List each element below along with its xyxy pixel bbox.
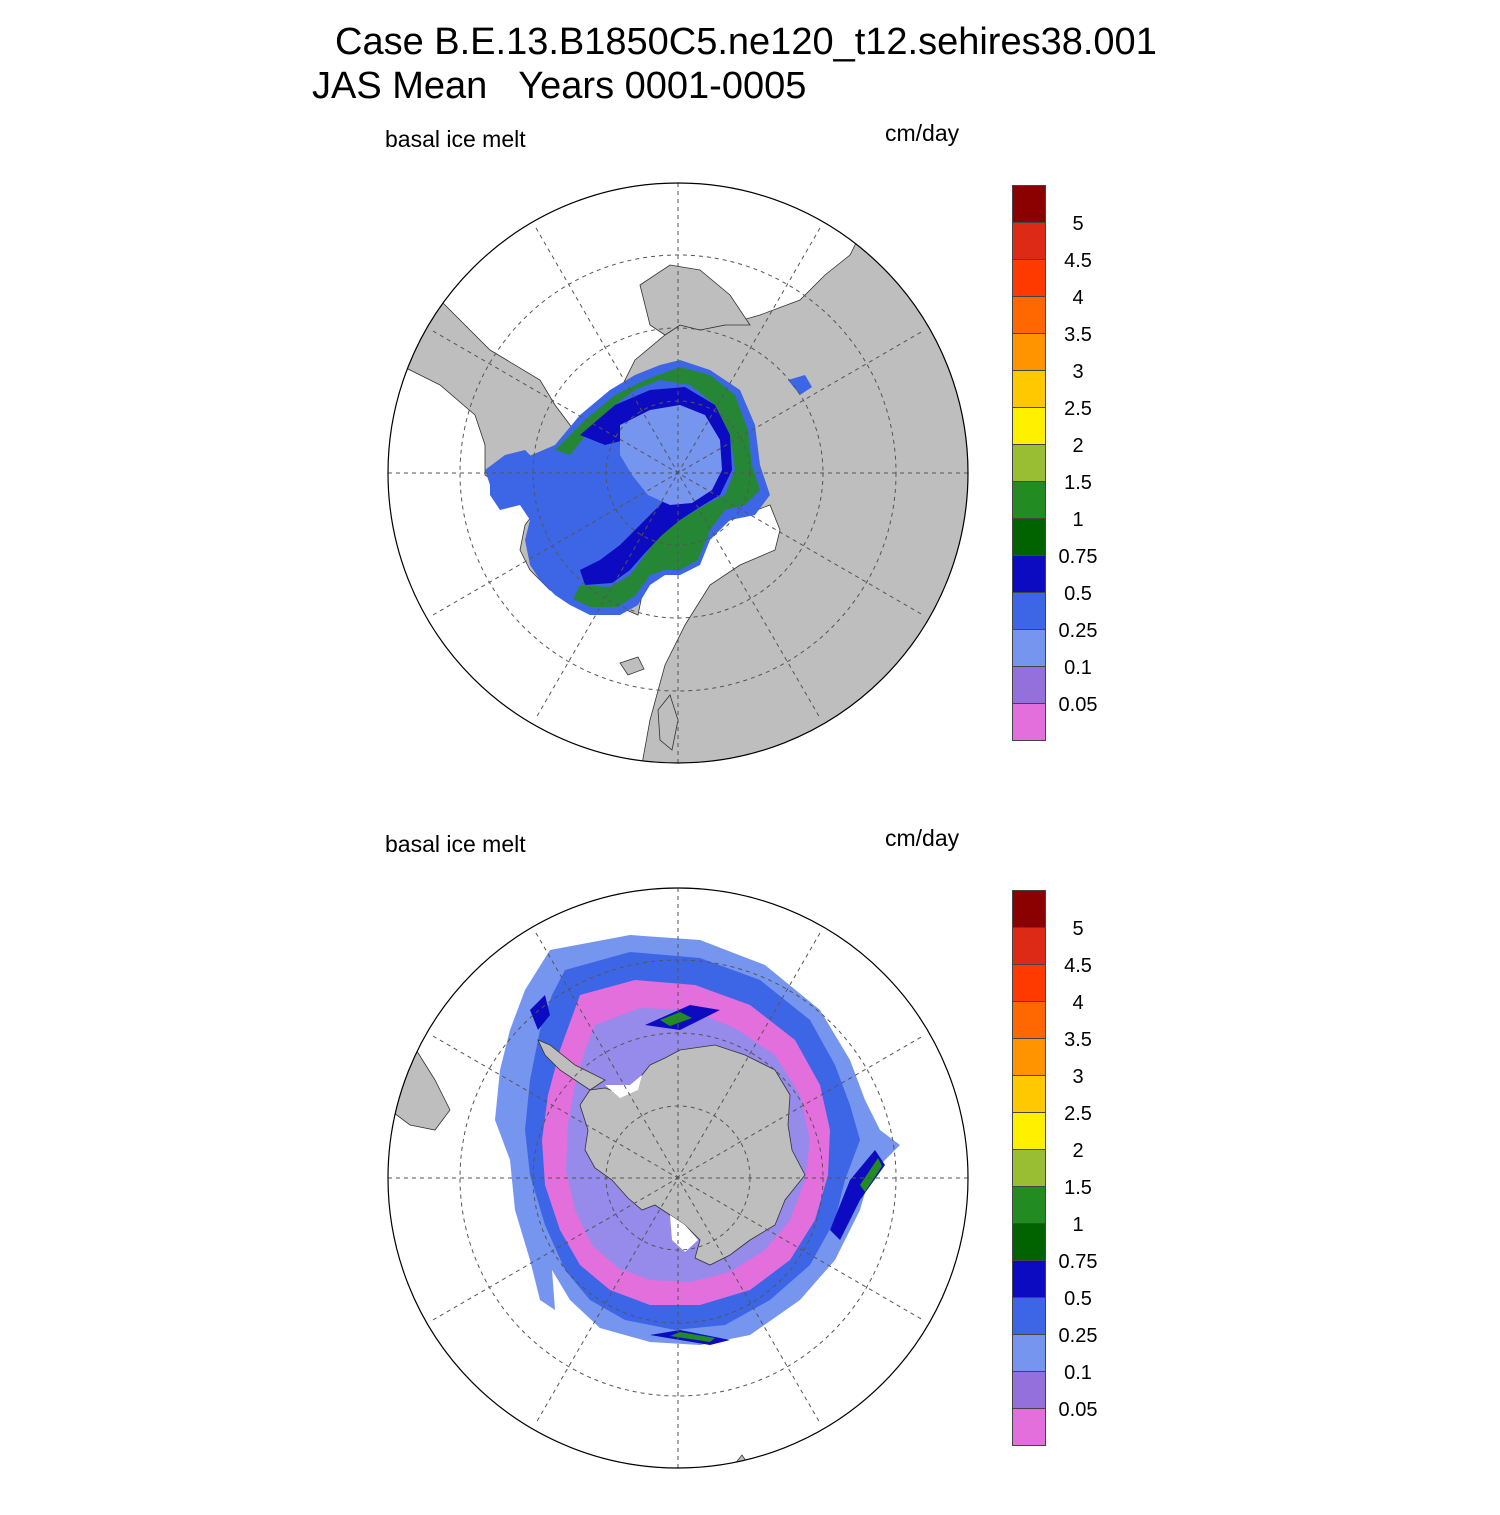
colorbar-tick-label: 0.1	[1064, 657, 1092, 679]
colorbar-tick-label: 3	[1072, 1066, 1084, 1088]
colorbar-tick-label: 3.5	[1064, 324, 1092, 346]
land-uk	[657, 694, 679, 751]
colorbar-tick-label: 0.05	[1058, 1399, 1098, 1421]
colorbar-tick-label: 3	[1072, 361, 1084, 383]
melt-field-bering	[788, 375, 812, 395]
variable-label: basal ice melt	[385, 126, 526, 152]
colorbar-tick-label: 0.5	[1064, 583, 1092, 605]
colorbar-box	[1012, 592, 1046, 630]
colorbar-tick-label: 2	[1072, 435, 1084, 457]
melt-streak-5	[860, 1158, 882, 1192]
colorbar-box	[1012, 1371, 1046, 1409]
colorbar-tick-label: 0.25	[1058, 620, 1098, 642]
colorbar-box	[1012, 370, 1046, 408]
colorbar-box	[1012, 1297, 1046, 1335]
colorbar-box	[1012, 629, 1046, 667]
colorbar-box	[1012, 185, 1046, 223]
colorbar-tick-label: 4	[1072, 287, 1084, 309]
colorbar-tick-label: 1.5	[1064, 1177, 1092, 1199]
colorbar-tick-label: 5	[1072, 918, 1084, 940]
colorbar-box	[1012, 1038, 1046, 1076]
melt-field-green-rim	[555, 367, 760, 607]
colorbar-box	[1012, 444, 1046, 482]
colorbar	[1012, 185, 1046, 741]
colorbar-tick-label: 0.5	[1064, 1288, 1092, 1310]
colorbar-box	[1012, 1149, 1046, 1187]
colorbar-box	[1012, 927, 1046, 965]
land-asia-east	[639, 264, 751, 336]
variable-label: basal ice melt	[385, 831, 526, 857]
colorbar-box	[1012, 296, 1046, 334]
unit-label: cm/day	[885, 120, 960, 146]
land-antarctic-peninsula	[537, 1039, 606, 1091]
colorbar-tick-label: 0.75	[1058, 546, 1098, 568]
melt-field-atlantic-blue	[485, 450, 540, 490]
melt-streak-1	[530, 995, 550, 1030]
colorbar-tick-label: 1.5	[1064, 472, 1092, 494]
colorbar-tick-label: 2.5	[1064, 1103, 1092, 1125]
colorbar-tick-label: 0.25	[1058, 1325, 1098, 1347]
colorbar-box	[1012, 481, 1046, 519]
title-line-2: JAS Mean Years 0001-0005	[312, 65, 807, 107]
colorbar-tick-label: 1	[1072, 509, 1084, 531]
panel-north: basal ice melt cm/day	[0, 110, 1500, 810]
colorbar-box	[1012, 333, 1046, 371]
colorbar-box	[1012, 555, 1046, 593]
colorbar-box	[1012, 890, 1046, 928]
colorbar-tick-label: 1	[1072, 1214, 1084, 1236]
melt-streak-7	[670, 1332, 715, 1342]
colorbar-tick-label: 0.05	[1058, 694, 1098, 716]
colorbar-box	[1012, 1260, 1046, 1298]
colorbar-box	[1012, 1075, 1046, 1113]
colorbar-labels: 5 4.5 4 3.5 3 2.5 2 1.5 1 0.75 0.5 0.25 0.1 0.05	[1056, 186, 1126, 766]
land-iceland	[619, 656, 645, 676]
colorbar-tick-label: 2.5	[1064, 398, 1092, 420]
ice-shelf-weddell	[605, 1075, 642, 1098]
colorbar-box	[1012, 666, 1046, 704]
colorbar-box	[1012, 703, 1046, 741]
colorbar-tick-label: 0.75	[1058, 1251, 1098, 1273]
colorbar-box	[1012, 1112, 1046, 1150]
colorbar-box	[1012, 407, 1046, 445]
colorbar-box	[1012, 1186, 1046, 1224]
colorbar-box	[1012, 259, 1046, 297]
panel-south: basal ice melt cm/day	[0, 815, 1500, 1515]
colorbar-labels: 5 4.5 4 3.5 3 2.5 2 1.5 1 0.75 0.5 0.25 0.1 0.05	[1056, 891, 1126, 1471]
south-polar-map	[387, 887, 969, 1469]
title-line-1: Case B.E.13.B1850C5.ne120_t12.sehires38.…	[335, 21, 1157, 63]
colorbar-tick-label: 5	[1072, 213, 1084, 235]
colorbar-tick-label: 4.5	[1064, 955, 1092, 977]
melt-streak-3	[660, 1012, 692, 1026]
colorbar-tick-label: 3.5	[1064, 1029, 1092, 1051]
colorbar-tick-label: 2	[1072, 1140, 1084, 1162]
north-polar-map	[387, 182, 969, 764]
colorbar-tick-label: 0.1	[1064, 1362, 1092, 1384]
colorbar-box	[1012, 1334, 1046, 1372]
colorbar	[1012, 890, 1046, 1446]
colorbar-box	[1012, 518, 1046, 556]
colorbar-tick-label: 4.5	[1064, 250, 1092, 272]
ice-shelf-ross	[670, 1215, 698, 1252]
colorbar-box	[1012, 964, 1046, 1002]
unit-label: cm/day	[885, 825, 960, 851]
colorbar-box	[1012, 1001, 1046, 1039]
colorbar-tick-label: 4	[1072, 992, 1084, 1014]
melt-field-center-light	[620, 405, 722, 505]
colorbar-box	[1012, 1223, 1046, 1261]
colorbar-box	[1012, 222, 1046, 260]
colorbar-box	[1012, 1408, 1046, 1446]
